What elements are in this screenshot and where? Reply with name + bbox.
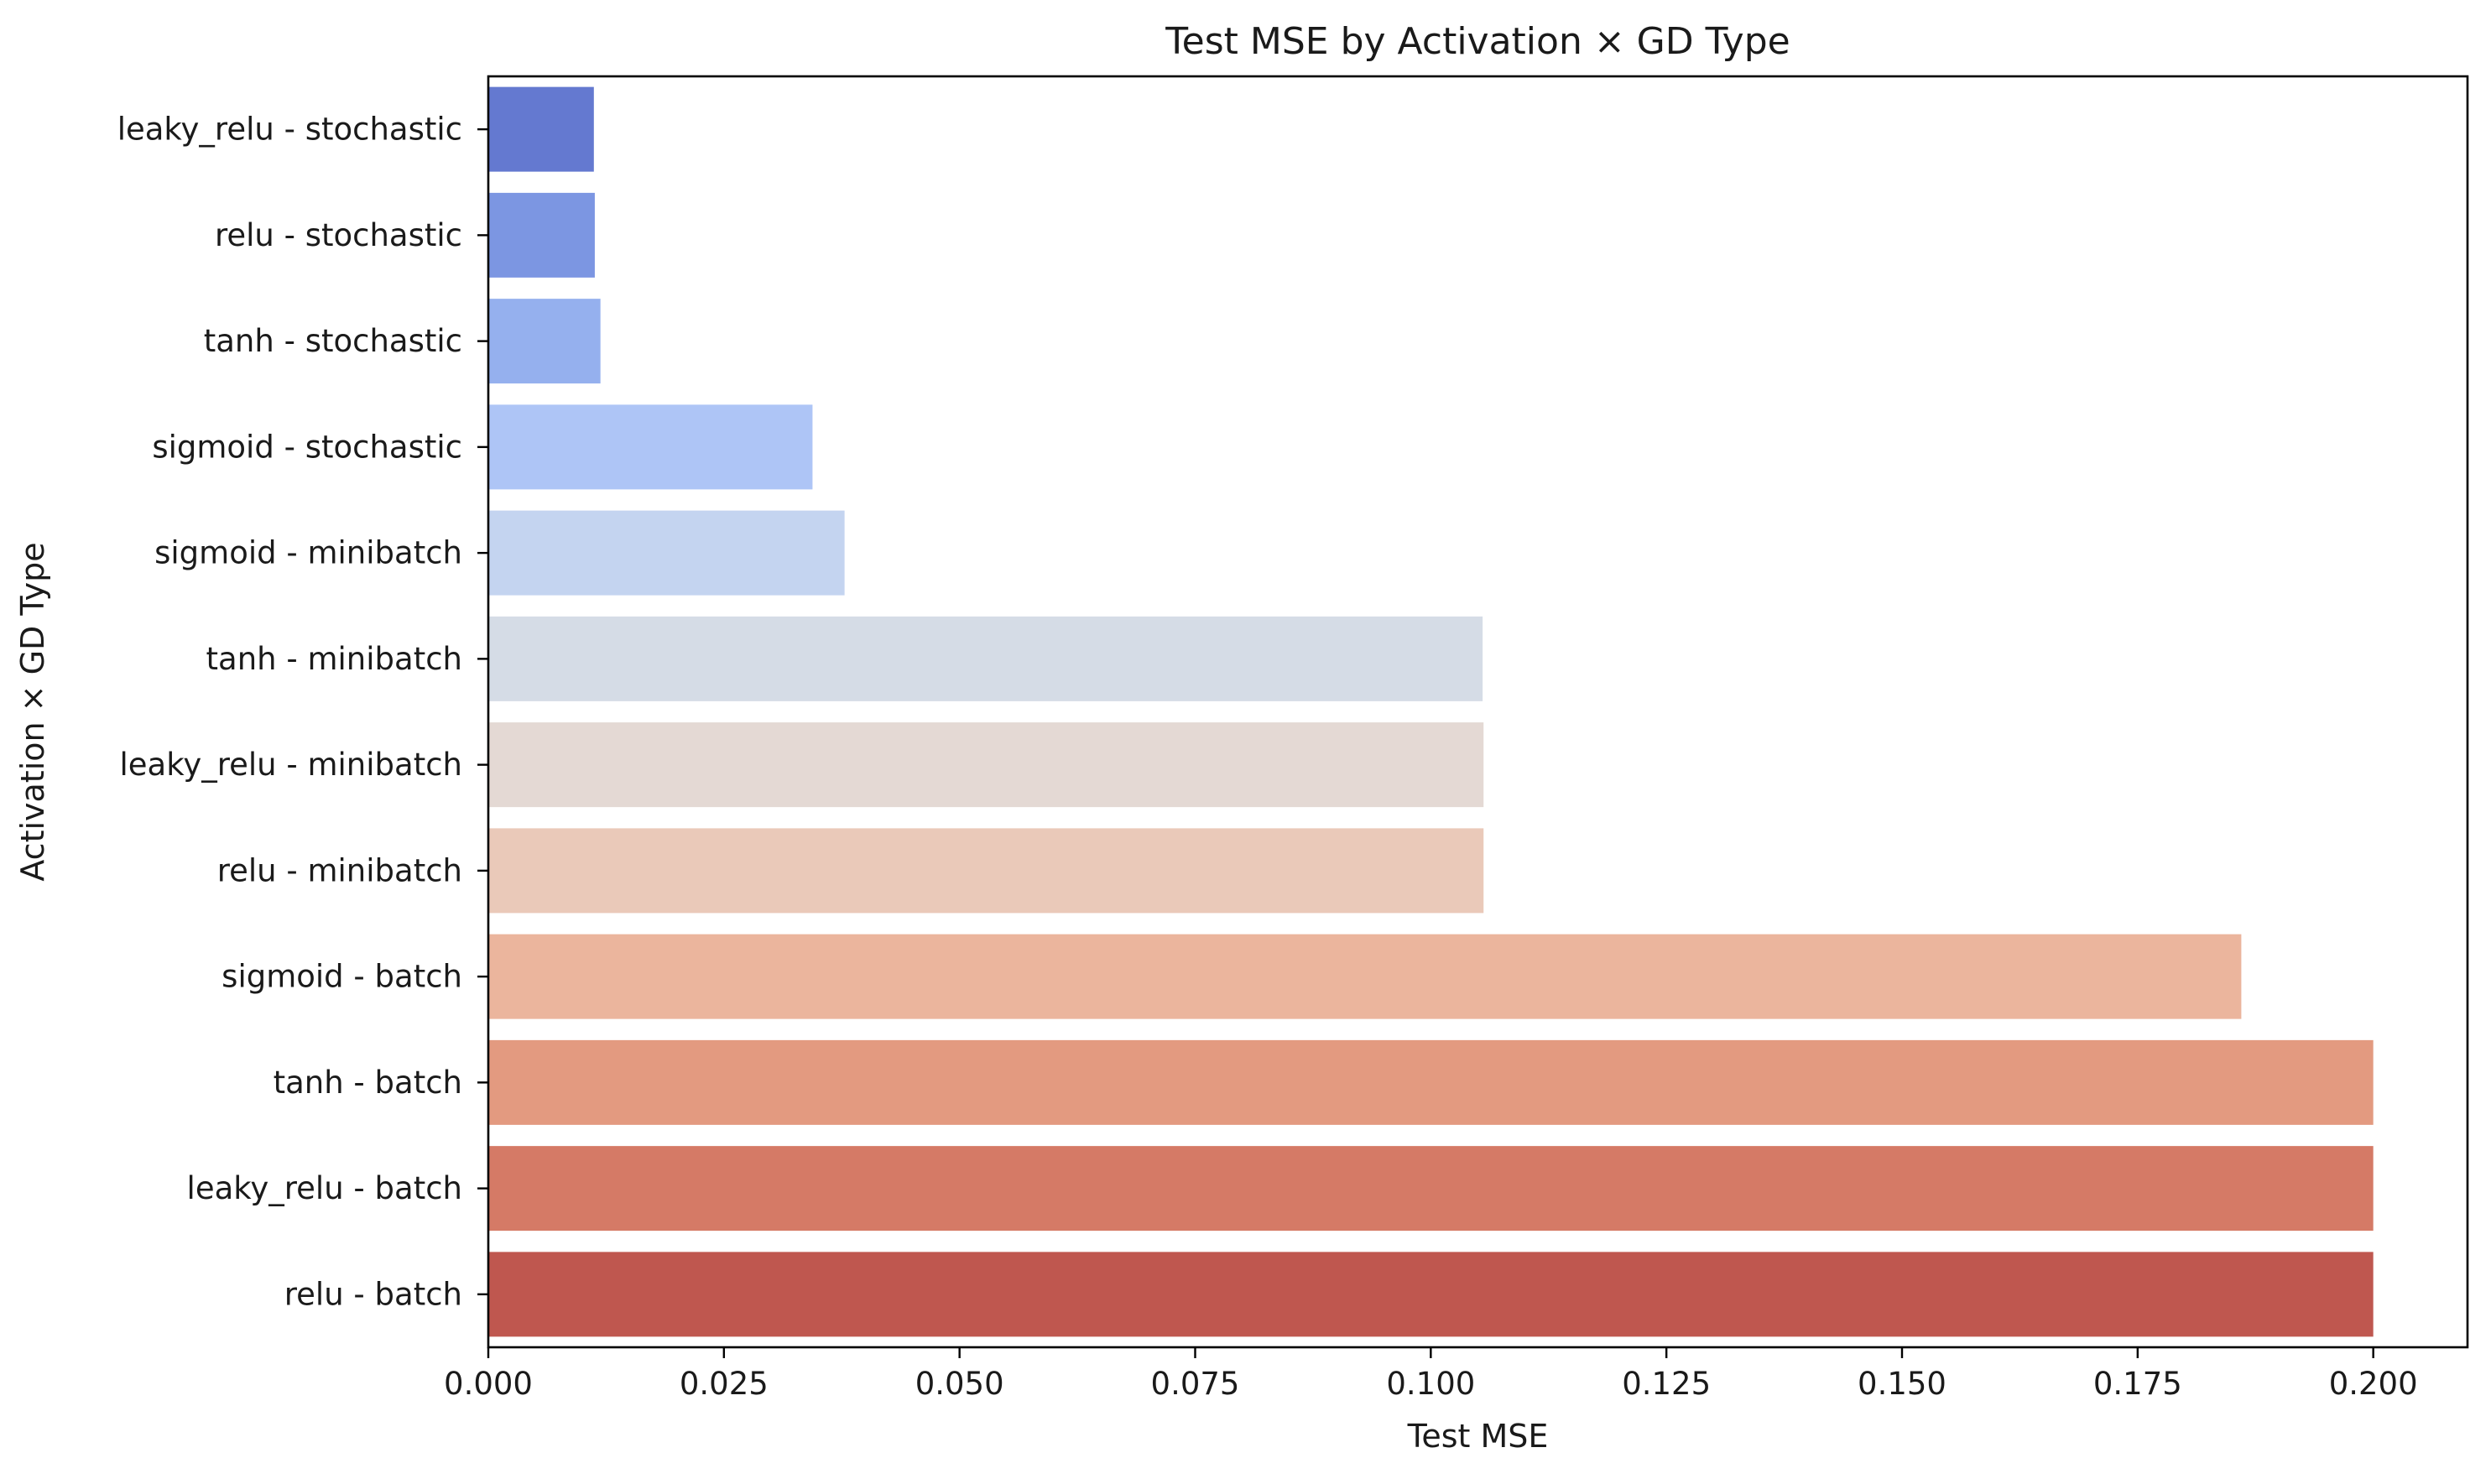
y-tick-label: relu - stochastic [215,217,462,253]
x-tick-label: 0.175 [2093,1366,2182,1402]
bar [488,299,601,384]
y-axis-ticks: leaky_relu - stochastic relu - stochastic… [117,112,488,1312]
bar [488,404,813,490]
bar [488,934,2242,1019]
bar [488,1252,2374,1337]
bar [488,192,595,278]
x-tick-label: 0.050 [915,1366,1004,1402]
x-tick-label: 0.200 [2329,1366,2418,1402]
x-tick-label: 0.075 [1151,1366,1240,1402]
y-tick-label: tanh - minibatch [206,641,462,677]
bar [488,1146,2374,1231]
y-axis-label: Activation × GD Type [14,542,51,881]
bar [488,1039,2374,1125]
y-tick-label: relu - batch [284,1276,462,1312]
x-tick-label: 0.100 [1386,1366,1475,1402]
x-axis-label: Test MSE [1407,1418,1549,1455]
bars [488,86,2374,1337]
y-tick-label: leaky_relu - minibatch [120,747,463,783]
x-tick-label: 0.025 [680,1366,769,1402]
bar [488,510,845,596]
x-axis-ticks: 0.000 0.025 0.050 0.075 0.100 0.125 0.150 0.175… [444,1347,2418,1402]
bar [488,86,594,172]
y-tick-label: leaky_relu - stochastic [117,112,462,148]
y-tick-label: relu - minibatch [217,852,462,888]
y-tick-label: leaky_relu - batch [187,1170,462,1206]
y-tick-label: sigmoid - stochastic [152,429,462,465]
plot-frame [487,75,2469,1349]
x-tick-label: 0.000 [444,1366,533,1402]
x-tick-label: 0.125 [1622,1366,1711,1402]
x-tick-label: 0.150 [1858,1366,1946,1402]
y-tick-label: tanh - batch [274,1065,462,1101]
y-tick-label: sigmoid - batch [221,959,462,995]
bar [488,722,1484,808]
bar [488,616,1483,701]
chart-title: Test MSE by Activation × GD Type [1165,20,1790,63]
y-tick-label: tanh - stochastic [204,323,462,359]
bar [488,828,1484,914]
y-tick-label: sigmoid - minibatch [154,535,462,571]
